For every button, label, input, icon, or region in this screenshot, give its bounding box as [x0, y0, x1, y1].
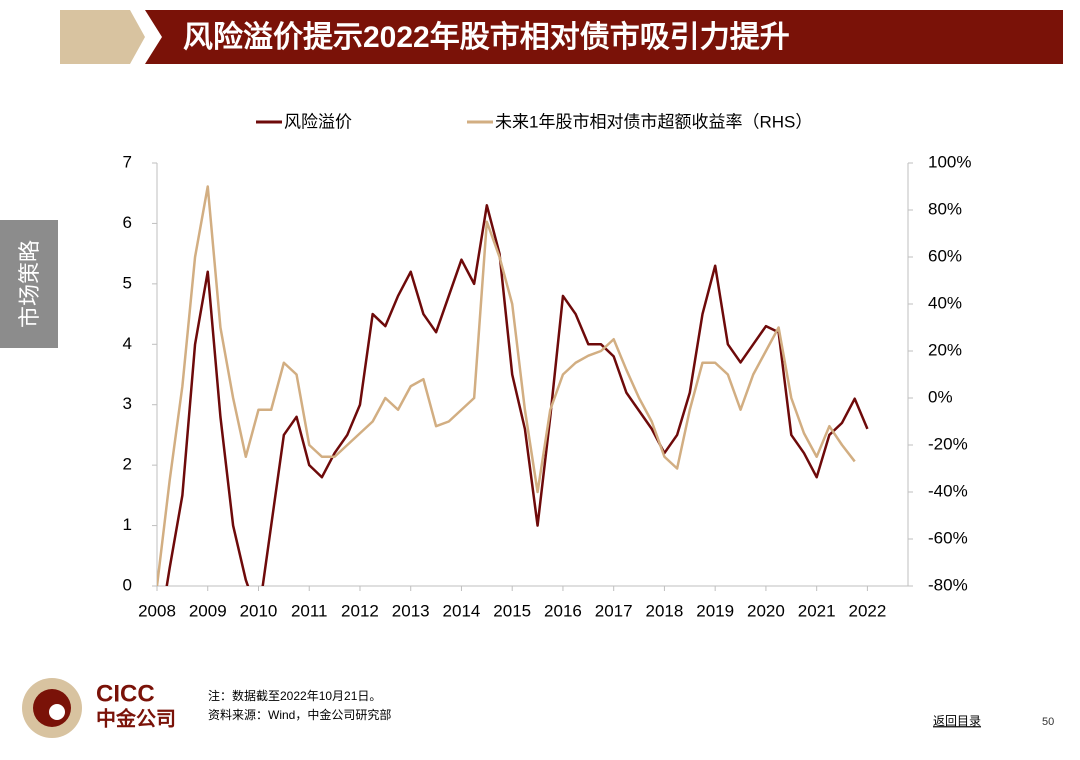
logo-dot — [49, 704, 65, 720]
x-tick-label: 2016 — [544, 601, 582, 620]
page-number: 50 — [1042, 716, 1054, 728]
header-bar — [145, 10, 1063, 64]
x-tick-label: 2019 — [696, 601, 734, 620]
x-tick-label: 2010 — [240, 601, 278, 620]
series-line — [165, 204, 869, 586]
legend-label: 未来1年股市相对债市超额收益率（RHS） — [495, 112, 812, 131]
logo-cn: 中金公司 — [96, 706, 176, 730]
x-tick-label: 2015 — [493, 601, 531, 620]
x-tick-label: 2020 — [747, 601, 785, 620]
y2-tick-label: -80% — [928, 575, 968, 594]
source: 资料来源：Wind，中金公司研究部 — [208, 707, 391, 722]
y-tick-label: 3 — [123, 394, 132, 413]
footnote: 注：数据截至2022年10月21日。 — [208, 688, 381, 703]
x-tick-label: 2021 — [798, 601, 836, 620]
y2-tick-label: 20% — [928, 340, 962, 359]
y2-tick-label: 100% — [928, 152, 971, 171]
side-tab — [0, 220, 58, 348]
y2-tick-label: -40% — [928, 481, 968, 500]
x-tick-label: 2008 — [138, 601, 176, 620]
y-tick-label: 6 — [123, 213, 132, 232]
x-tick-label: 2022 — [848, 601, 886, 620]
x-tick-label: 2014 — [443, 601, 481, 620]
y-tick-label: 0 — [123, 575, 132, 594]
y-tick-label: 7 — [123, 152, 132, 171]
side-tab-label: 市场策略 — [17, 240, 42, 328]
y-tick-label: 1 — [123, 515, 132, 534]
chart: 0 1 2 3 4 5 6 7 -80% -60% -40% -20% 0% 20% 40% 60% 80% 10… — [123, 112, 972, 620]
y-tick-label: 2 — [123, 455, 132, 474]
y2-tick-label: 60% — [928, 246, 962, 265]
header-chevron — [60, 10, 145, 64]
x-tick-label: 2009 — [189, 601, 227, 620]
x-tick-label: 2018 — [646, 601, 684, 620]
legend-label: 风险溢价 — [284, 112, 352, 131]
y-tick-label: 5 — [123, 273, 132, 292]
slide-title: 风险溢价提示2022年股市相对债市吸引力提升 — [183, 20, 790, 54]
y2-tick-label: 40% — [928, 293, 962, 312]
y2-tick-label: 0% — [928, 387, 953, 406]
logo — [22, 678, 82, 738]
y2-tick-label: 80% — [928, 199, 962, 218]
x-tick-label: 2013 — [392, 601, 430, 620]
x-tick-label: 2012 — [341, 601, 379, 620]
y2-tick-label: -20% — [928, 434, 968, 453]
series-line — [157, 185, 856, 586]
x-tick-label: 2017 — [595, 601, 633, 620]
x-tick-label: 2011 — [291, 601, 328, 620]
logo-en: CICC — [96, 680, 155, 707]
y-tick-label: 4 — [123, 334, 132, 353]
y2-tick-label: -60% — [928, 528, 968, 547]
nav-link[interactable]: 返回目录 — [933, 714, 981, 728]
